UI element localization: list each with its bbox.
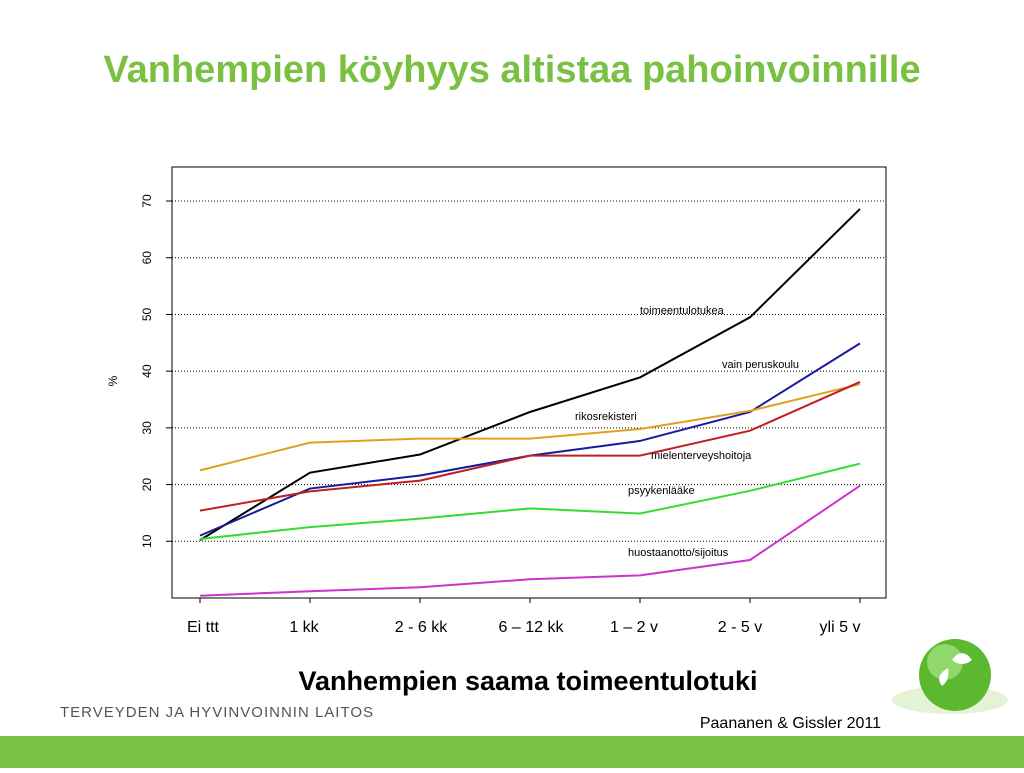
series-label: vain peruskoulu — [722, 359, 799, 371]
plot-frame — [171, 166, 887, 599]
series-label: huostaanotto/sijoitus — [628, 547, 729, 559]
x-tick-label: 2 - 5 v — [718, 619, 762, 636]
x-tick-label: Ei ttt — [187, 619, 220, 636]
series-label: rikosrekisteri — [575, 411, 637, 423]
series-line — [199, 462, 861, 541]
logo — [892, 639, 1008, 714]
series-line — [199, 381, 861, 512]
organization: TERVEYDEN JA HYVINVOINNIN LAITOS — [60, 704, 374, 721]
y-tick-label: 20 — [140, 478, 154, 492]
y-tick-label: 30 — [140, 421, 154, 435]
x-tick-label: 1 kk — [289, 619, 319, 636]
series-line — [199, 383, 861, 472]
y-tick-label: 70 — [140, 194, 154, 208]
series-line — [199, 484, 861, 597]
slide-title: Vanhempien köyhyys altistaa pahoinvoinni… — [103, 49, 920, 91]
x-tick-label: 6 – 12 kk — [499, 619, 565, 636]
series-label: psyykenlääke — [628, 485, 695, 497]
series-label: mielenterveyshoitoja — [651, 450, 752, 462]
series-line — [199, 208, 861, 542]
y-tick-label: 60 — [140, 251, 154, 265]
x-tick-label: 2 - 6 kk — [395, 619, 448, 636]
source: Paananen & Gissler 2011 — [700, 715, 881, 732]
y-tick-label: 50 — [140, 307, 154, 321]
x-tick-label: 1 – 2 v — [610, 619, 658, 636]
y-tick-label: 10 — [140, 534, 154, 548]
y-tick-label: 40 — [140, 364, 154, 378]
x-tick-label: yli 5 v — [820, 619, 861, 636]
y-axis-label: % — [106, 375, 120, 386]
series-label: toimeentulotukea — [640, 305, 725, 317]
x-axis-label: Vanhempien saama toimeentulotuki — [298, 666, 757, 696]
footer-bar — [0, 736, 1024, 768]
